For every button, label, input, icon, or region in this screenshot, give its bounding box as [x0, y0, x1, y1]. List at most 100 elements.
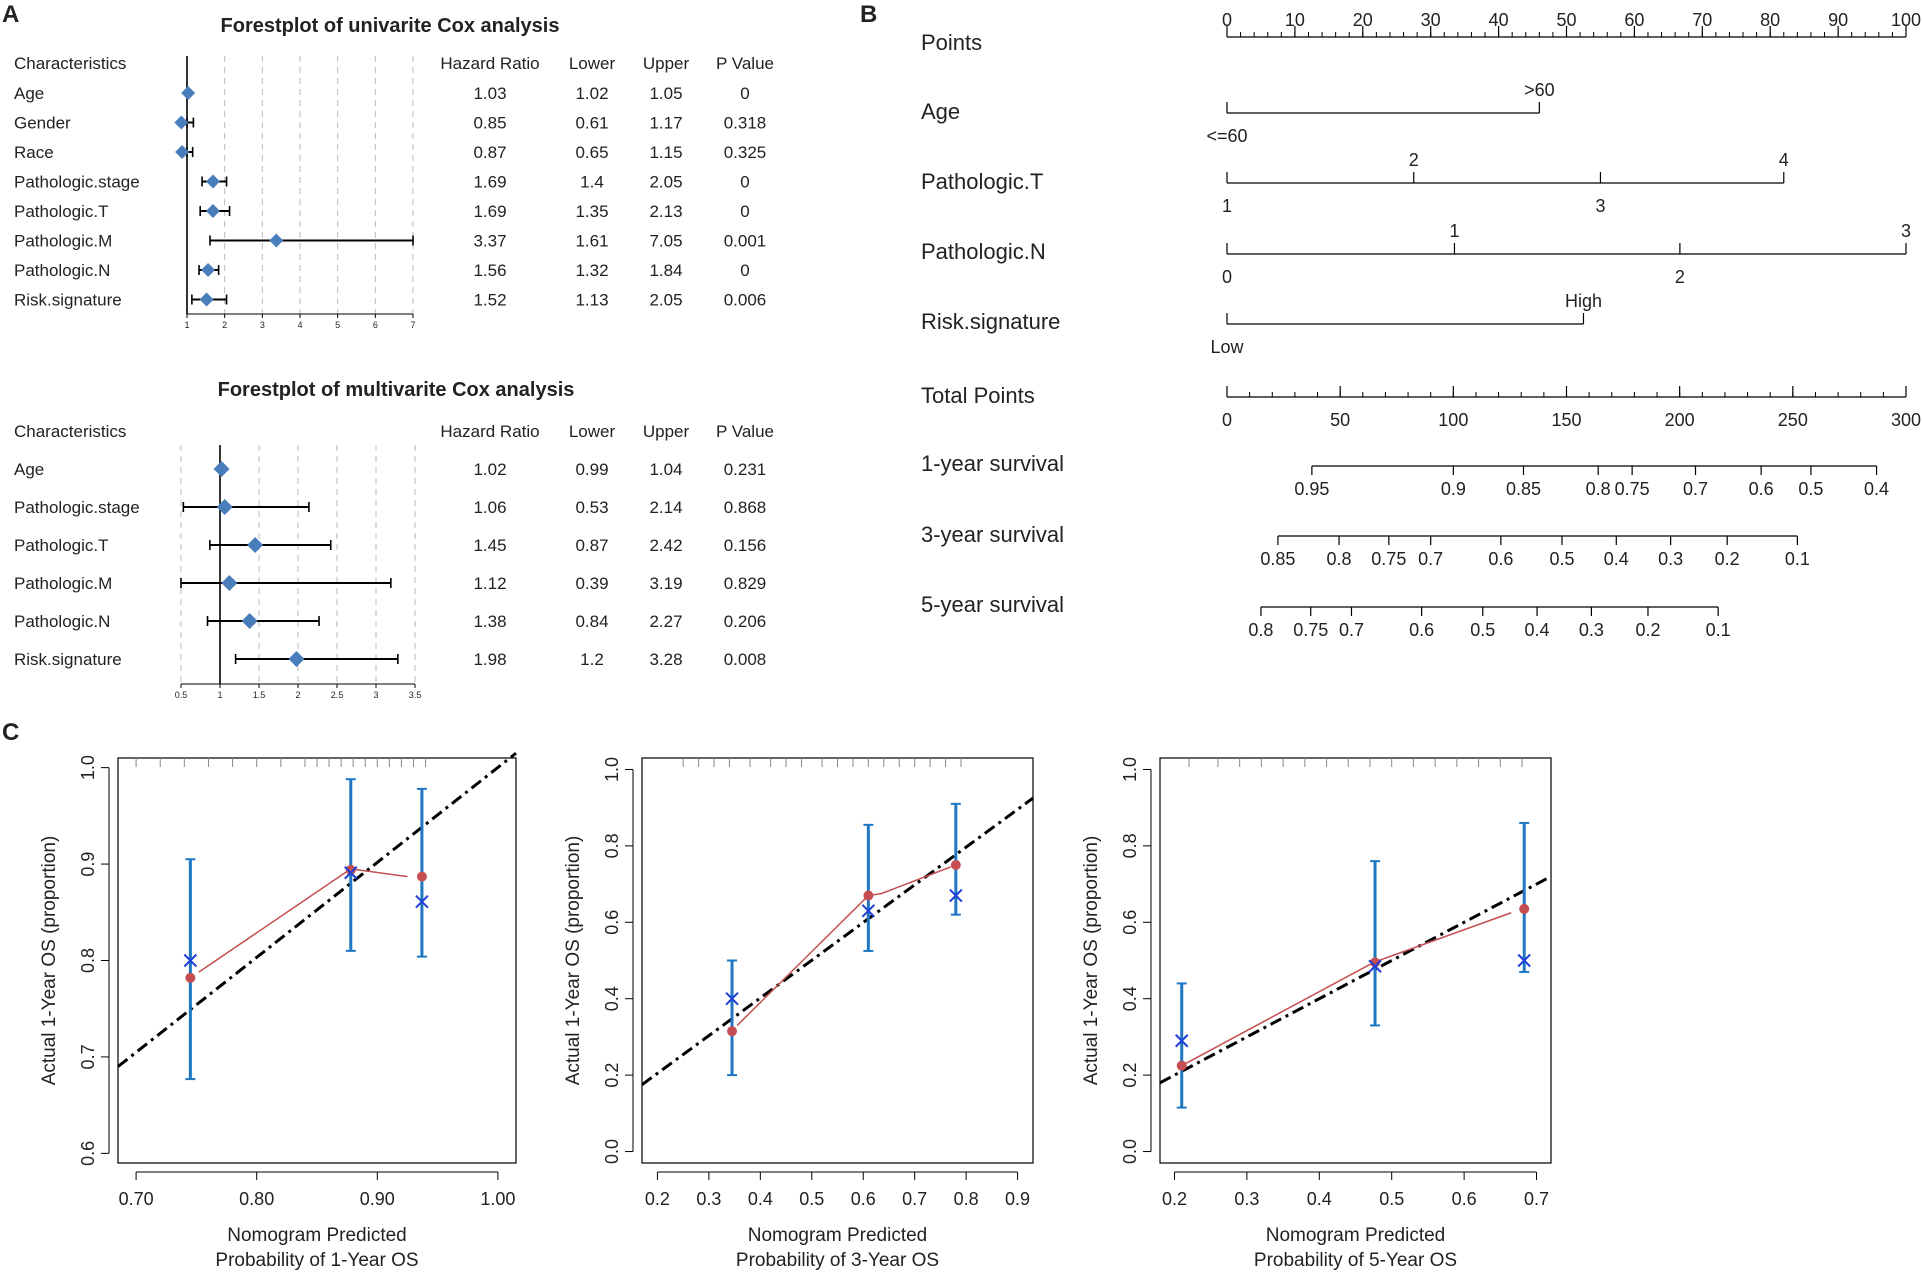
nomogram-tick-label: 80	[1760, 10, 1780, 30]
forest-upper: 2.27	[649, 612, 682, 631]
calibration-x-tick-label: 0.2	[645, 1189, 670, 1209]
calibration-cross-marker	[1175, 1034, 1189, 1048]
calibration-y-tick-label: 0.6	[602, 910, 622, 935]
forest-title: Forestplot of multivarite Cox analysis	[218, 379, 575, 401]
forest-hr-diamond	[221, 575, 238, 591]
nomogram-variable-label: 2	[1409, 150, 1419, 170]
calibration-y-tick-label: 0.8	[1120, 833, 1140, 858]
calibration-observed-line	[736, 866, 951, 1026]
forest-hazard-ratio: 3.37	[473, 232, 506, 251]
forest-lower: 0.39	[575, 574, 608, 593]
forest-upper: 2.42	[649, 536, 682, 555]
forest-x-tick-label: 2	[295, 690, 300, 700]
nomogram-tick-label: 40	[1489, 10, 1509, 30]
calibration-observed-point	[1176, 1060, 1187, 1071]
nomogram-survival-label: 0.7	[1339, 620, 1364, 640]
forest-hr-diamond	[174, 115, 189, 130]
nomogram-variable-label: 1	[1449, 221, 1459, 241]
panel-label-a: A	[2, 1, 19, 28]
nomogram-survival-label: 0.75	[1615, 479, 1650, 499]
forest-hr-diamond	[175, 145, 190, 159]
nomogram-survival-label: 0.6	[1488, 549, 1513, 569]
calibration-y-tick-label: 0.9	[78, 852, 98, 877]
calibration-x-tick-label: 0.70	[119, 1189, 154, 1209]
nomogram-survival-label: 0.4	[1864, 479, 1889, 499]
calibration-plot-1year: 0.70 0.80 0.90 1.00 0.6 0.7 0.8 0.9 1.0 Nomogram …	[39, 752, 517, 1271]
calibration-y-tick-label: 0.6	[78, 1141, 98, 1166]
forest-row-label: Pathologic.M	[14, 574, 112, 593]
calibration-x-tick-label: 0.5	[799, 1189, 824, 1209]
forest-row-label: Race	[14, 143, 54, 162]
calibration-observed-point	[416, 871, 427, 882]
calibration-cross-marker	[1517, 953, 1531, 968]
forest-upper: 1.05	[649, 84, 682, 103]
forest-header-cell: Upper	[643, 54, 690, 73]
forest-header-cell: Upper	[643, 422, 690, 441]
calibration-x-tick-label: 0.90	[360, 1189, 395, 1209]
forest-p-value: 0.006	[724, 291, 767, 310]
forest-x-tick-label: 1.5	[253, 690, 266, 700]
calibration-y-tick-label: 1.0	[602, 757, 622, 782]
nomogram-survival-label: 0.5	[1549, 549, 1574, 569]
forest-x-tick-label: 7	[410, 320, 415, 330]
nomogram-tick-label: 50	[1330, 410, 1350, 430]
nomogram-tick-label: 50	[1556, 10, 1576, 30]
forest-header-cell: Characteristics	[14, 422, 126, 441]
calibration-x-label: Nomogram Predicted	[1266, 1225, 1446, 1246]
forest-row-label: Pathologic.M	[14, 232, 112, 251]
forest-header-cell: Hazard Ratio	[440, 54, 539, 73]
forest-hazard-ratio: 1.98	[473, 650, 506, 669]
forest-plot-univariate: Forestplot of univarite Cox analysis Char…	[14, 15, 774, 330]
calibration-y-tick-label: 0.4	[1120, 986, 1140, 1011]
forest-p-value: 0.829	[724, 574, 767, 593]
nomogram-survival-label: 0.1	[1706, 620, 1731, 640]
calibration-x-tick-label: 0.3	[696, 1189, 721, 1209]
nomogram-variable-label: 1	[1222, 196, 1232, 216]
forest-row-label: Age	[14, 460, 44, 479]
forest-hr-diamond	[181, 86, 196, 100]
calibration-x-tick-label: 0.5	[1379, 1189, 1404, 1209]
nomogram-variable-label: 2	[1675, 267, 1685, 287]
nomogram-variable-label: High	[1565, 291, 1602, 311]
calibration-cross-marker	[725, 992, 739, 1006]
forest-hr-diamond	[269, 233, 284, 248]
calibration-y-tick-label: 0.4	[602, 986, 622, 1011]
forest-upper: 2.14	[649, 498, 682, 517]
forest-x-tick-label: 1	[217, 690, 222, 700]
calibration-y-tick-label: 0.2	[602, 1063, 622, 1088]
forest-row-label: Pathologic.N	[14, 612, 110, 631]
nomogram-survival-label: 0.6	[1749, 479, 1774, 499]
nomogram-survival-label: 0.9	[1441, 479, 1466, 499]
nomogram-survival-label: 0.95	[1294, 479, 1329, 499]
nomogram-row-label: Pathologic.N	[921, 239, 1046, 264]
forest-header-cell: Hazard Ratio	[440, 422, 539, 441]
forest-p-value: 0	[740, 202, 749, 221]
nomogram-variable-label: <=60	[1206, 126, 1247, 146]
forest-p-value: 0.325	[724, 143, 767, 162]
calibration-y-tick-label: 0.7	[78, 1044, 98, 1069]
forest-x-tick-label: 3.5	[409, 690, 422, 700]
forest-lower: 1.2	[580, 650, 604, 669]
calibration-y-label: Actual 1-Year OS (proportion)	[563, 836, 584, 1086]
nomogram-row-label: 3-year survival	[921, 522, 1064, 547]
nomogram-survival-label: 0.4	[1604, 549, 1629, 569]
nomogram-survival-label: 0.3	[1658, 549, 1683, 569]
nomogram-survival-label: 0.7	[1683, 479, 1708, 499]
forest-hazard-ratio: 1.06	[473, 498, 506, 517]
forest-p-value: 0.001	[724, 232, 767, 251]
calibration-cross-marker	[183, 953, 198, 968]
forest-upper: 1.84	[649, 261, 682, 280]
calibration-x-tick-label: 0.6	[1452, 1189, 1477, 1209]
calibration-x-tick-label: 0.80	[239, 1189, 274, 1209]
forest-lower: 1.32	[575, 261, 608, 280]
forest-header-cell: Lower	[569, 54, 616, 73]
forest-x-tick-label: 4	[297, 320, 302, 330]
nomogram-tick-label: 250	[1778, 410, 1808, 430]
forest-hr-diamond	[199, 292, 214, 307]
nomogram-row-label: 1-year survival	[921, 451, 1064, 476]
nomogram-survival-label: 0.85	[1506, 479, 1541, 499]
forest-lower: 1.4	[580, 173, 604, 192]
nomogram-tick-label: 60	[1624, 10, 1644, 30]
calibration-observed-point	[185, 972, 196, 983]
